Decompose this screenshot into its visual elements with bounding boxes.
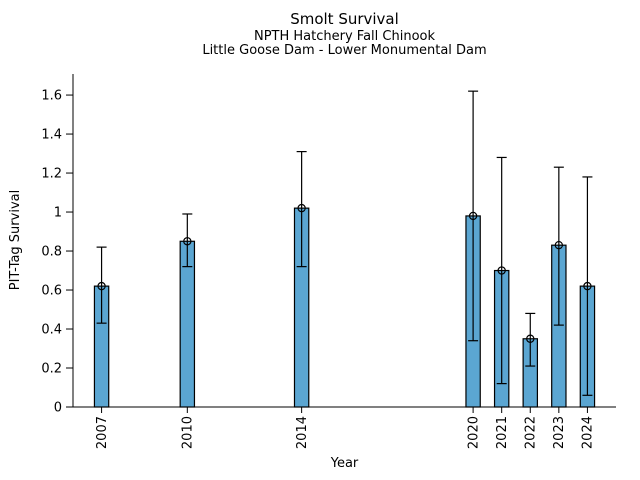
y-tick-label: 1.4 bbox=[41, 128, 62, 143]
y-tick-label: 0.6 bbox=[41, 284, 62, 299]
x-tick-label-2010: 2010 bbox=[180, 416, 195, 449]
chart-subtitle-line1: NPTH Hatchery Fall Chinook bbox=[253, 29, 436, 44]
x-tick-label-2023: 2023 bbox=[552, 416, 567, 449]
point-marker-2007 bbox=[97, 281, 106, 291]
point-marker-2014 bbox=[297, 203, 306, 213]
y-tick-label: 0.8 bbox=[41, 245, 62, 260]
y-tick-label: 0 bbox=[54, 401, 62, 416]
chart-title: Smolt Survival bbox=[290, 10, 399, 28]
point-marker-2024 bbox=[583, 281, 592, 291]
x-tick-label-2022: 2022 bbox=[523, 416, 538, 449]
y-tick-label: 1.2 bbox=[41, 167, 62, 182]
x-tick-label-2007: 2007 bbox=[95, 416, 110, 449]
y-tick-label: 1.6 bbox=[41, 89, 62, 104]
y-tick-label: 0.4 bbox=[41, 323, 62, 338]
x-tick-label-2021: 2021 bbox=[495, 416, 510, 449]
y-tick-label: 1 bbox=[54, 206, 62, 221]
x-axis-label: Year bbox=[330, 456, 359, 471]
x-tick-label-2020: 2020 bbox=[466, 416, 481, 449]
point-marker-2023 bbox=[554, 240, 564, 250]
point-marker-2020 bbox=[468, 211, 478, 221]
x-tick-label-2024: 2024 bbox=[581, 416, 596, 449]
chart-subtitle-line2: Little Goose Dam - Lower Monumental Dam bbox=[202, 43, 487, 58]
y-tick-label: 0.2 bbox=[41, 362, 62, 377]
point-marker-2021 bbox=[497, 266, 506, 275]
x-tick-label-2014: 2014 bbox=[295, 416, 310, 449]
point-marker-2022 bbox=[526, 334, 535, 343]
point-marker-2010 bbox=[183, 237, 192, 246]
